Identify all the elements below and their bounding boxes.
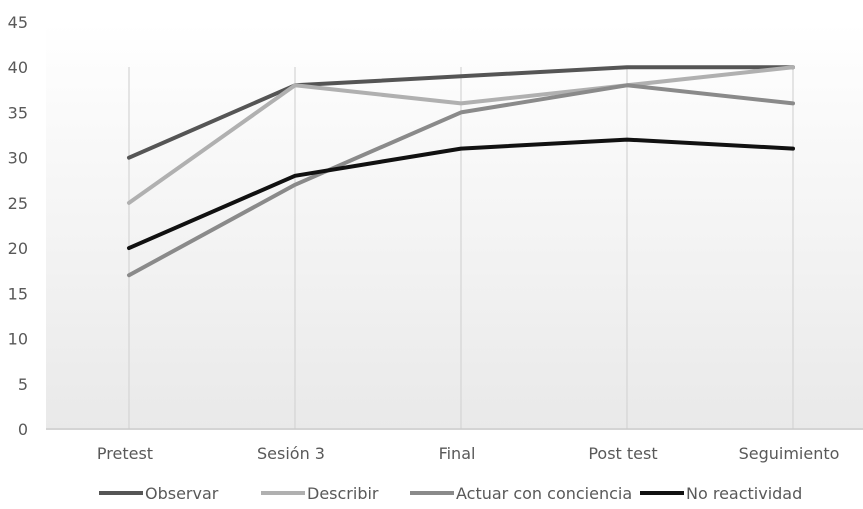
x-tick-label: Pretest [97, 444, 153, 463]
y-tick-label: 0 [18, 420, 28, 439]
y-tick-label: 20 [8, 239, 28, 258]
legend-item: Observar [99, 484, 219, 503]
x-tick-label: Seguimiento [739, 444, 840, 463]
x-tick-label: Final [439, 444, 476, 463]
y-tick-label: 40 [8, 58, 28, 77]
legend-item: No reactividad [640, 484, 802, 503]
y-tick-label: 5 [18, 375, 28, 394]
legend: Observar Describir Actuar con conciencia No… [99, 484, 802, 503]
plot-background [46, 22, 863, 430]
x-tick-label: Post test [588, 444, 657, 463]
legend-item: Actuar con conciencia [410, 484, 632, 503]
y-tick-label: 45 [8, 13, 28, 32]
y-tick-label: 30 [8, 149, 28, 168]
y-tick-label: 15 [8, 284, 28, 303]
legend-label: Actuar con conciencia [456, 484, 632, 503]
x-axis: Pretest Sesión 3 Final Post test Seguimiento [46, 428, 863, 463]
series-lines [127, 65, 795, 278]
gridlines [128, 67, 794, 429]
legend-item: Describir [261, 484, 379, 503]
x-tick-label: Sesión 3 [257, 444, 325, 463]
y-tick-label: 25 [8, 194, 28, 213]
legend-label: Describir [307, 484, 379, 503]
series-line-observar [127, 65, 795, 160]
series-line-no-reactividad [127, 137, 795, 251]
legend-label: Observar [145, 484, 219, 503]
y-tick-label: 10 [8, 330, 28, 349]
y-tick-label: 35 [8, 103, 28, 122]
legend-label: No reactividad [686, 484, 802, 503]
series-line-describir [127, 65, 795, 205]
y-axis: 0 5 10 15 20 25 30 35 40 45 [8, 13, 28, 439]
series-line-actuar-con-conciencia [127, 83, 795, 278]
